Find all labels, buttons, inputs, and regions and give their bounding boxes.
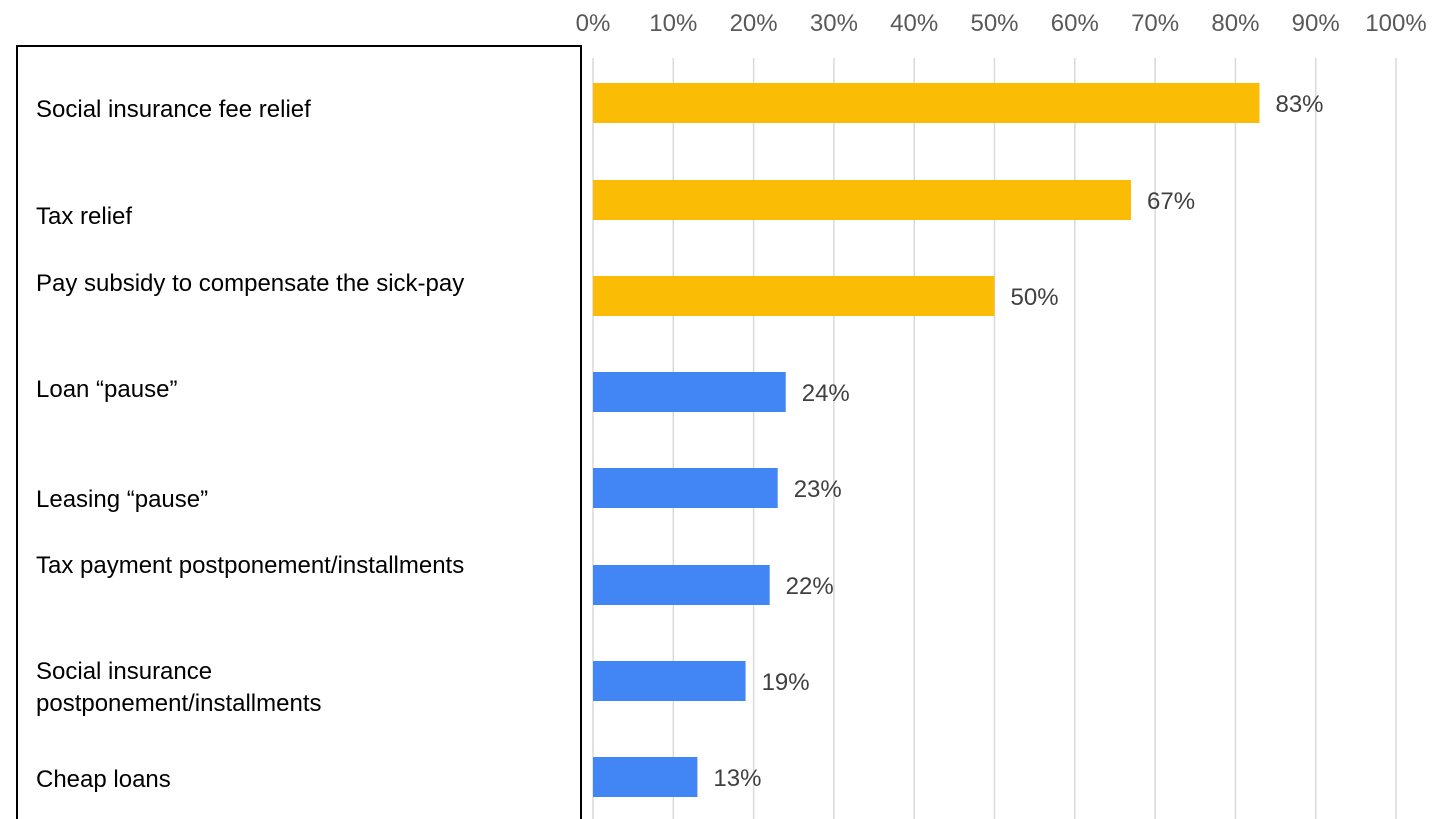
x-tick-label: 80% xyxy=(1211,10,1259,37)
data-label: 83% xyxy=(1275,91,1323,118)
category-label-panel xyxy=(16,45,582,819)
x-tick-label: 50% xyxy=(970,10,1018,37)
data-label: 67% xyxy=(1147,188,1195,215)
bar xyxy=(593,372,786,412)
data-label: 22% xyxy=(786,573,834,600)
bar xyxy=(593,83,1260,123)
x-tick-label: 100% xyxy=(1365,10,1426,37)
data-label: 24% xyxy=(802,380,850,407)
x-tick-label: 30% xyxy=(810,10,858,37)
data-label: 19% xyxy=(762,669,810,696)
category-label: Pay subsidy to compensate the sick-pay xyxy=(36,270,465,297)
category-label: Leasing “pause” xyxy=(36,486,209,513)
bar xyxy=(593,565,770,605)
x-tick-label: 40% xyxy=(890,10,938,37)
x-tick-label: 0% xyxy=(576,10,611,37)
x-tick-label: 70% xyxy=(1131,10,1179,37)
x-tick-label: 10% xyxy=(649,10,697,37)
bar xyxy=(593,661,746,701)
category-label: Social insurance postponement/installmen… xyxy=(36,658,322,717)
data-label: 23% xyxy=(794,476,842,503)
x-tick-label: 20% xyxy=(730,10,778,37)
category-label: Cheap loans xyxy=(36,766,171,793)
data-label: 50% xyxy=(1011,284,1059,311)
category-label: Social insurance fee relief xyxy=(36,96,311,123)
category-label: Tax relief xyxy=(36,203,133,230)
bar xyxy=(593,757,698,797)
category-label: Loan “pause” xyxy=(36,376,178,403)
category-label: Tax payment postponement/installments xyxy=(36,552,465,579)
x-tick-label: 60% xyxy=(1051,10,1099,37)
bar xyxy=(593,468,778,508)
x-tick-label: 90% xyxy=(1292,10,1340,37)
bar xyxy=(593,180,1132,220)
data-label: 13% xyxy=(713,765,761,792)
bar xyxy=(593,276,995,316)
